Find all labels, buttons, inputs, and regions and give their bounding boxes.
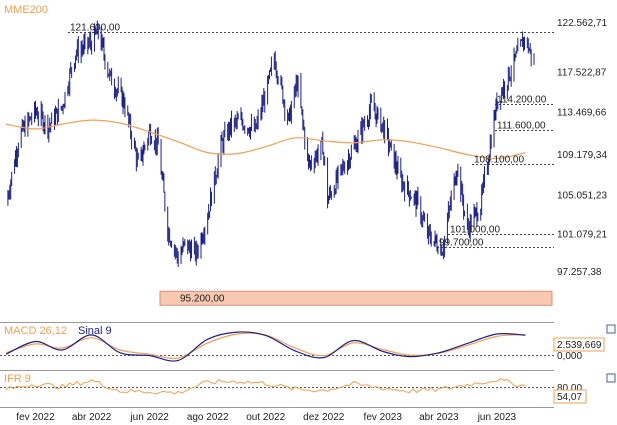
x-tick-label: dez 2022 bbox=[303, 412, 345, 423]
level-label: 95.200,00 bbox=[180, 293, 225, 304]
x-tick-label: ago 2022 bbox=[187, 412, 229, 423]
level-label: 99.700,00 bbox=[439, 238, 484, 249]
support-zone bbox=[159, 290, 553, 306]
y-tick-label: 97.257,38 bbox=[557, 267, 602, 278]
ifr-panel: IFR 9 80,00 54,07 bbox=[0, 370, 616, 404]
macd-panel-toggle[interactable] bbox=[606, 324, 616, 334]
y-tick-label: 122.562,71 bbox=[557, 18, 607, 29]
x-tick-label: jun 2023 bbox=[477, 412, 517, 423]
ifr-value-box bbox=[553, 389, 587, 404]
x-tick-label: fev 2023 bbox=[364, 412, 403, 423]
x-tick-label: abr 2022 bbox=[72, 412, 112, 423]
x-tick-label: abr 2023 bbox=[419, 412, 459, 423]
mme200-line bbox=[5, 119, 526, 160]
macd-panel: MACD 26,12 Sinal 9 2.539,669 0,000 bbox=[0, 322, 616, 362]
x-axis-labels: fev 2022 abr 2022 jun 2022 ago 2022 out 2022… bbox=[16, 412, 516, 423]
y-tick-label: 109.179,34 bbox=[557, 150, 607, 161]
ifr-top-level-label: 80,00 bbox=[557, 383, 582, 394]
macd-current-value: 2.539,669 bbox=[557, 340, 602, 351]
macd-zero-label: 0,000 bbox=[557, 351, 582, 362]
y-axis-ticks: 122.562,71 117.522,87 113.469,66 109.179,34… bbox=[557, 18, 607, 278]
ifr-legend: IFR 9 bbox=[4, 373, 31, 385]
y-tick-label: 101.079,21 bbox=[557, 229, 607, 240]
level-label: 108.100,00 bbox=[474, 155, 524, 166]
ifr-current-value: 54,07 bbox=[557, 392, 582, 403]
level-label: 121.600,00 bbox=[70, 23, 120, 34]
macd-legend: MACD 26,12 bbox=[4, 325, 67, 337]
x-tick-label: fev 2022 bbox=[16, 412, 55, 423]
level-label: 114.200,00 bbox=[497, 95, 547, 106]
price-level-lines bbox=[68, 32, 554, 248]
level-label: 101.000,00 bbox=[450, 225, 500, 236]
x-tick-label: out 2022 bbox=[246, 412, 285, 423]
y-tick-label: 113.469,66 bbox=[557, 108, 607, 119]
macd-line bbox=[5, 331, 526, 362]
mme200-legend: MME200 bbox=[4, 4, 48, 16]
ifr-line bbox=[5, 377, 526, 395]
y-tick-label: 105.051,23 bbox=[557, 190, 607, 201]
level-labels: 121.600,00 114.200,00 111.600,00 108.100,00… bbox=[70, 23, 547, 305]
macd-value-box bbox=[553, 337, 605, 352]
signal-legend: Sinal 9 bbox=[78, 325, 112, 337]
ifr-panel-toggle[interactable] bbox=[606, 373, 616, 383]
level-label: 111.600,00 bbox=[497, 121, 546, 132]
x-tick-label: jun 2022 bbox=[129, 412, 169, 423]
y-tick-label: 117.522,87 bbox=[557, 68, 607, 79]
price-panel: 121.600,00 114.200,00 111.600,00 108.100,00… bbox=[4, 4, 607, 306]
